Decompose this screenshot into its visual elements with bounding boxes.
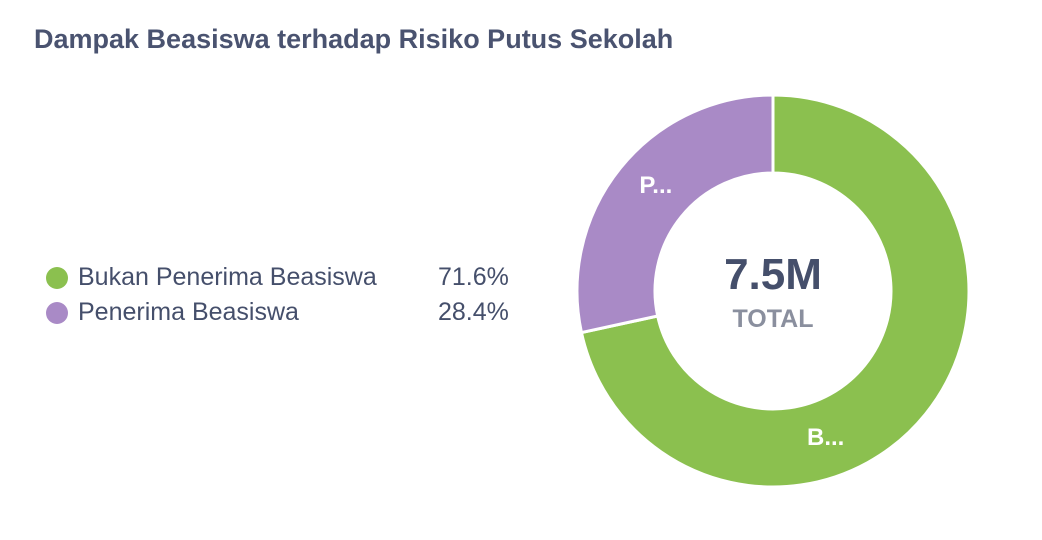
legend-label: Penerima Beasiswa	[78, 298, 299, 326]
donut-slices	[575, 93, 971, 489]
chart-title: Dampak Beasiswa terhadap Risiko Putus Se…	[34, 24, 674, 54]
slice-label-bukan-penerima: B...	[807, 424, 844, 451]
center-total-label: TOTAL	[732, 305, 813, 333]
legend-item-penerima[interactable]: Penerima Beasiswa 28.4%	[46, 295, 526, 330]
legend-value: 71.6%	[438, 263, 509, 291]
legend-dot-icon	[46, 301, 68, 324]
legend-dot-icon	[46, 266, 68, 289]
slice-penerima[interactable]	[575, 93, 775, 335]
center-total-value: 7.5M	[724, 250, 822, 299]
slice-label-penerima: P...	[639, 172, 672, 199]
slice-bukan-penerima[interactable]	[579, 93, 971, 489]
legend-label: Bukan Penerima Beasiswa	[78, 263, 377, 291]
legend: Bukan Penerima Beasiswa 71.6% Penerima B…	[46, 260, 526, 330]
legend-item-bukan-penerima[interactable]: Bukan Penerima Beasiswa 71.6%	[46, 260, 526, 295]
legend-value: 28.4%	[438, 298, 509, 326]
